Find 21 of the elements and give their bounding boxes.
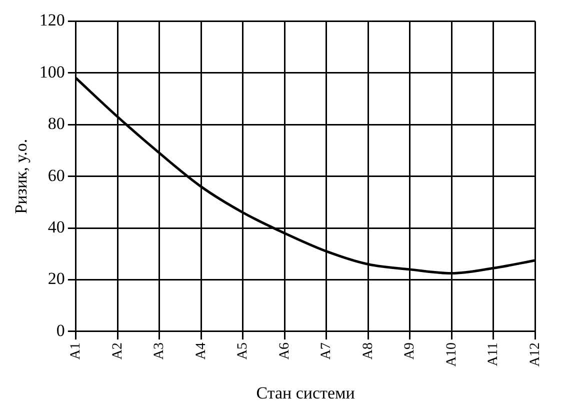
x-tick-label: A1 [68, 342, 84, 360]
y-tick-label: 80 [48, 114, 65, 134]
y-tick-label: 120 [39, 10, 65, 30]
x-tick-label: A12 [528, 342, 543, 367]
y-tick-label: 0 [56, 320, 65, 340]
x-tick-label: A6 [277, 342, 292, 360]
x-tick-label: A5 [236, 342, 251, 360]
x-tick-label: A8 [360, 342, 376, 360]
x-tick-label: A7 [319, 342, 334, 360]
x-tick-label: A2 [110, 342, 126, 360]
y-axis-title: Ризик, у.о. [12, 138, 31, 214]
y-tick-label: 20 [48, 269, 65, 288]
y-tick-label: 40 [48, 218, 65, 237]
y-tick-label: 60 [48, 166, 65, 185]
y-tick-label: 100 [39, 62, 65, 82]
x-tick-label: A11 [486, 342, 502, 366]
x-tick-label: A9 [402, 342, 418, 360]
x-tick-label: A4 [194, 342, 209, 360]
x-tick-label: A10 [444, 342, 460, 367]
x-tick-label: A3 [152, 342, 168, 360]
x-axis-title: Стан системи [256, 383, 355, 402]
